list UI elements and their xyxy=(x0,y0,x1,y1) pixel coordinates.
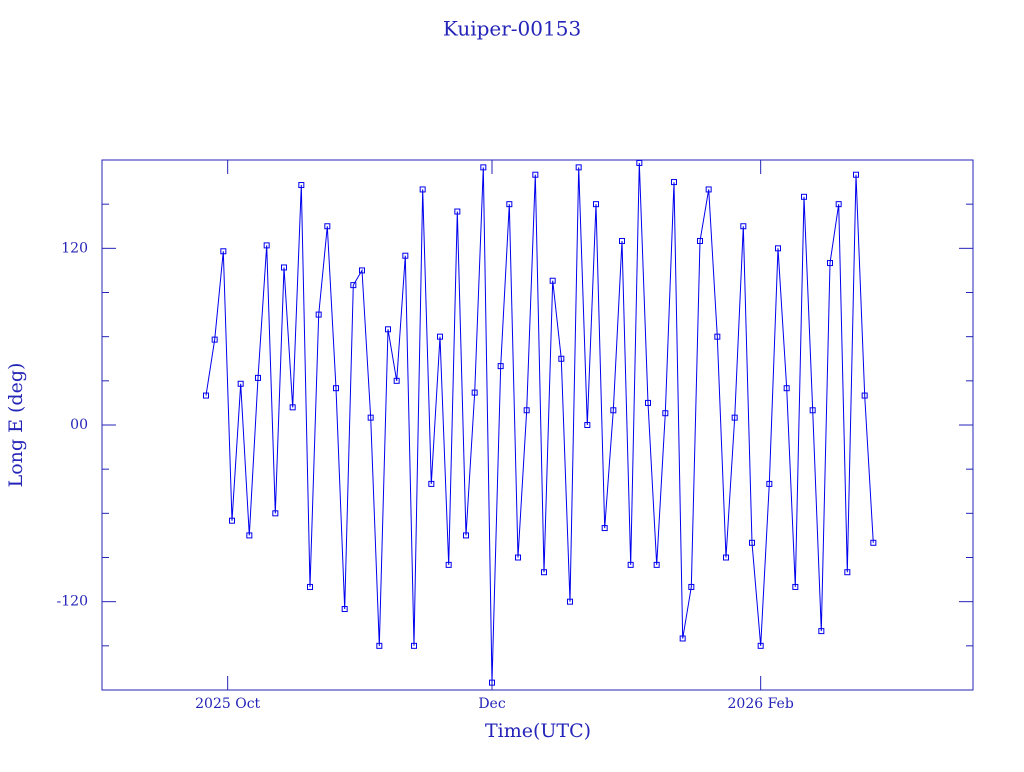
data-point xyxy=(471,389,478,396)
chart-title: Kuiper-00153 xyxy=(443,17,581,41)
data-point xyxy=(532,171,539,178)
data-point xyxy=(237,380,244,387)
y-tick-label: -120 xyxy=(57,594,88,610)
data-point xyxy=(619,237,625,244)
y-tick-label: 00 xyxy=(70,417,88,433)
y-tick-label: 120 xyxy=(61,240,88,256)
data-line xyxy=(205,162,874,683)
data-point xyxy=(575,164,582,171)
data-point xyxy=(593,201,599,208)
data-point xyxy=(757,642,764,649)
data-point xyxy=(515,554,521,561)
data-point xyxy=(645,399,651,406)
x-tick-label: 2025 Oct xyxy=(195,696,260,712)
data-point xyxy=(740,223,747,230)
data-point xyxy=(662,410,669,417)
data-point xyxy=(385,326,391,333)
data-point xyxy=(835,201,842,208)
plot-frame xyxy=(101,159,974,691)
data-point xyxy=(567,598,573,605)
x-tick-label: 2026 Feb xyxy=(728,696,794,712)
data-point xyxy=(281,264,287,271)
data-point xyxy=(697,237,703,244)
data-point xyxy=(272,510,279,517)
data-point xyxy=(783,385,790,392)
data-point xyxy=(541,569,547,576)
data-point xyxy=(731,414,738,421)
data-point xyxy=(523,407,530,414)
data-point xyxy=(341,606,348,613)
data-point xyxy=(463,532,469,539)
data-point xyxy=(549,277,556,284)
data-point xyxy=(489,679,495,686)
data-point xyxy=(367,414,374,421)
data-point xyxy=(289,404,296,411)
y-axis-label: Long E (deg) xyxy=(5,363,27,488)
data-point xyxy=(688,583,695,590)
data-point xyxy=(679,635,686,642)
data-point xyxy=(480,164,487,171)
data-point xyxy=(333,385,339,392)
data-point xyxy=(307,583,313,590)
x-tick-label: Dec xyxy=(478,696,506,712)
data-point xyxy=(411,642,417,649)
data-point xyxy=(220,248,227,255)
data-point xyxy=(749,539,755,546)
data-point xyxy=(211,336,218,343)
data-point xyxy=(428,480,435,487)
data-point xyxy=(653,561,660,568)
data-point xyxy=(792,583,799,590)
data-point xyxy=(497,363,504,370)
data-point xyxy=(203,392,209,399)
data-point xyxy=(315,311,322,318)
data-point xyxy=(229,517,235,524)
data-point xyxy=(445,561,452,568)
data-point xyxy=(723,554,729,561)
data-point xyxy=(870,539,877,546)
x-axis-label: Time(UTC) xyxy=(485,720,591,742)
data-point xyxy=(818,628,825,635)
data-point xyxy=(705,186,712,193)
data-point xyxy=(610,407,617,414)
data-point xyxy=(454,208,461,215)
data-point xyxy=(636,159,643,166)
data-point xyxy=(350,282,357,289)
data-point xyxy=(584,422,591,428)
data-point xyxy=(671,179,677,186)
data-point xyxy=(861,392,868,399)
data-point xyxy=(558,355,565,362)
data-point xyxy=(298,182,305,189)
data-point xyxy=(359,267,365,274)
data-point xyxy=(263,242,270,249)
data-point xyxy=(393,377,400,384)
data-point xyxy=(376,642,383,649)
data-point xyxy=(714,333,721,340)
data-point xyxy=(255,374,261,381)
data-point xyxy=(844,569,851,576)
data-point xyxy=(601,525,608,532)
data-point xyxy=(324,223,331,230)
data-point xyxy=(827,260,833,267)
data-point xyxy=(766,480,773,487)
data-point xyxy=(627,561,634,568)
data-point xyxy=(506,201,513,208)
data-point xyxy=(853,171,859,178)
data-point xyxy=(246,532,253,539)
data-point xyxy=(775,245,781,252)
data-point xyxy=(437,333,443,340)
data-point xyxy=(402,252,409,259)
data-point xyxy=(801,193,807,200)
data-point xyxy=(419,186,426,193)
data-point xyxy=(809,407,816,414)
